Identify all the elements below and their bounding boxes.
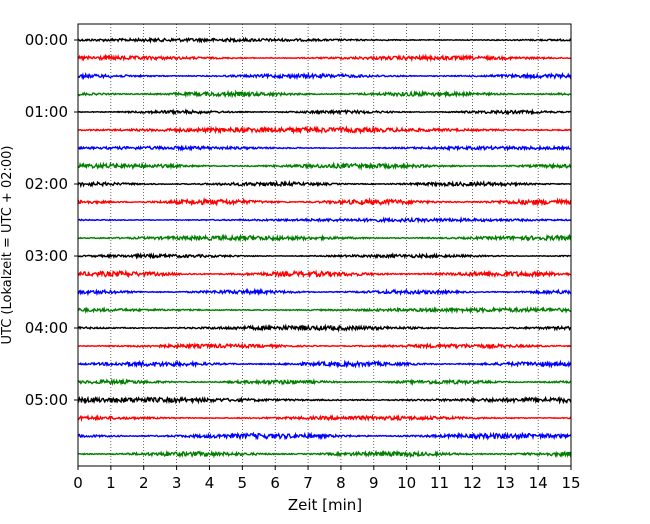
y-axis-label: UTC (Lokalzeit = UTC + 02:00) (0, 146, 15, 345)
y-tick-label: 03:00 (25, 247, 68, 265)
seismogram-trace (77, 233, 572, 243)
seismogram-trace (77, 269, 572, 279)
y-tick-label: 04:00 (25, 319, 68, 337)
x-axis-label: Zeit [min] (288, 496, 362, 514)
y-tick-label: 01:00 (25, 103, 68, 121)
y-tick-label: 05:00 (25, 391, 68, 409)
x-tick-label: 6 (270, 474, 280, 492)
seismogram-trace (77, 449, 572, 459)
x-tick-label: 7 (303, 474, 313, 492)
y-tick-label: 02:00 (25, 175, 68, 193)
x-tick-label: 15 (561, 474, 580, 492)
seismogram-trace (77, 287, 572, 297)
seismogram-trace (77, 89, 572, 99)
x-tick-label: 10 (397, 474, 416, 492)
seismogram-trace (77, 71, 572, 81)
seismogram-trace (77, 161, 571, 171)
x-tick-label: 14 (529, 474, 548, 492)
x-tick-label: 8 (336, 474, 346, 492)
seismogram-trace (77, 252, 572, 260)
seismogram-trace (77, 215, 572, 224)
x-ticks: 0 1 2 3 4 5 6 7 8 9 10 11 12 13 14 15 (73, 466, 581, 492)
seismogram-trace (77, 431, 572, 441)
y-tick-label: 00:00 (25, 31, 68, 49)
seismogram-trace (77, 125, 572, 135)
seismogram-trace (77, 144, 572, 152)
x-tick-label: 1 (106, 474, 116, 492)
seismogram-trace (77, 108, 572, 116)
trace-layer (77, 36, 572, 459)
x-tick-label: 4 (205, 474, 215, 492)
x-tick-label: 9 (369, 474, 379, 492)
plot-frame (77, 23, 572, 467)
x-tick-label: 13 (496, 474, 515, 492)
x-tick-label: 3 (172, 474, 182, 492)
seismogram-trace (77, 377, 572, 387)
x-tick-label: 0 (73, 474, 83, 492)
y-ticks: 00:00 01:00 02:00 03:00 04:00 05:00 (25, 31, 78, 409)
seismogram-trace (78, 305, 572, 315)
seismogram-trace (77, 323, 572, 333)
seismogram-trace (77, 196, 572, 207)
seismogram-trace (77, 179, 571, 189)
x-tick-label: 12 (463, 474, 482, 492)
seismogram-trace (77, 53, 572, 63)
seismogram-trace (77, 413, 572, 423)
x-tick-label: 2 (139, 474, 149, 492)
x-tick-label: 5 (238, 474, 248, 492)
seismogram-trace (77, 36, 571, 44)
seismogram-trace (77, 359, 572, 369)
x-tick-label: 11 (430, 474, 449, 492)
seismogram-trace (77, 341, 571, 350)
seismogram-trace (77, 395, 572, 405)
